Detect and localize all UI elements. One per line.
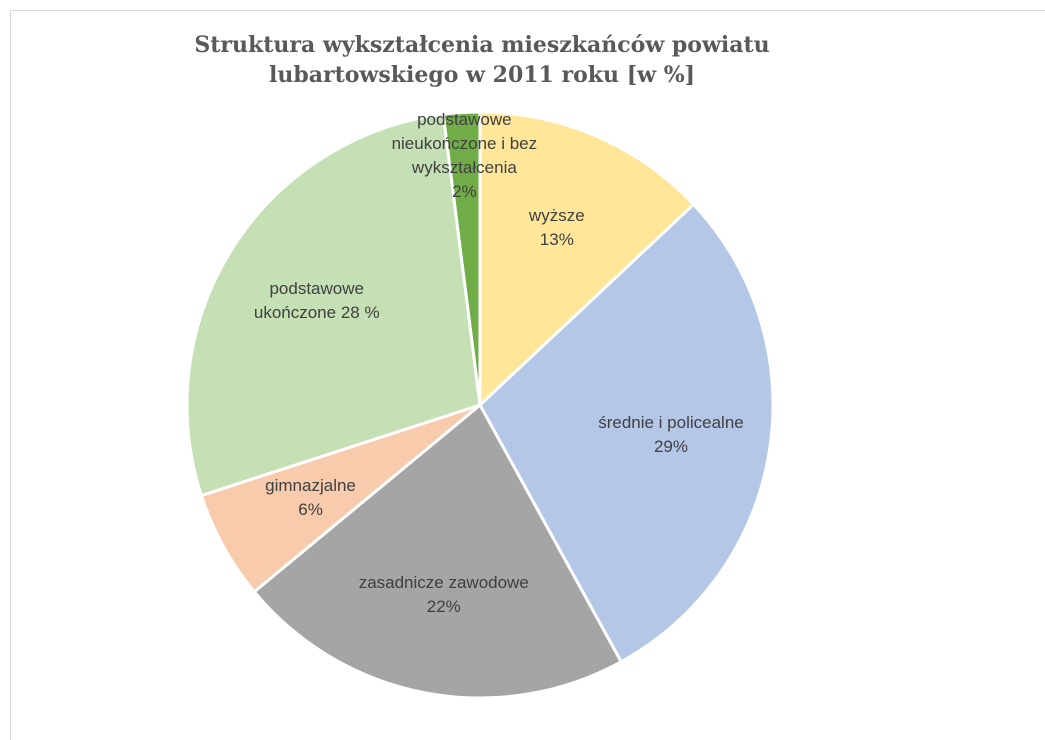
slice-label: gimnazjalne 6% [221, 474, 401, 522]
value-label: 2% [452, 182, 477, 202]
pie-slice [478, 202, 775, 664]
pie-slice [252, 402, 624, 700]
slice-label: podstawowe nieukończone i bez wykształce… [374, 108, 554, 204]
pie-slice [441, 110, 482, 406]
chart-title: Struktura wykształcenia mieszkańców powi… [194, 32, 770, 88]
category-label: podstawowe ukończone [253, 279, 364, 323]
value-label: 29% [653, 437, 688, 457]
slice-label: wyższe 13% [467, 204, 647, 252]
category-label: średnie i policealne [598, 413, 744, 433]
pie-slice [478, 110, 696, 409]
category-label: wyższe [528, 205, 585, 225]
category-label: podstawowe nieukończone i bez wykształce… [391, 110, 538, 178]
category-label: gimnazjalne [265, 476, 356, 496]
category-label: zasadnicze zawodowe [358, 572, 529, 592]
pie-slice [185, 112, 482, 498]
slice-label: podstawowe ukończone 28 % [227, 277, 407, 325]
value-label: 22% [426, 596, 461, 616]
slice-label: średnie i policealne 29% [581, 411, 761, 459]
chart-frame [10, 10, 1045, 740]
value-label: 13% [539, 229, 574, 249]
slice-label: zasadnicze zawodowe 22% [354, 571, 534, 619]
value-label: 28 % [340, 303, 380, 323]
value-label: 6% [298, 500, 323, 520]
